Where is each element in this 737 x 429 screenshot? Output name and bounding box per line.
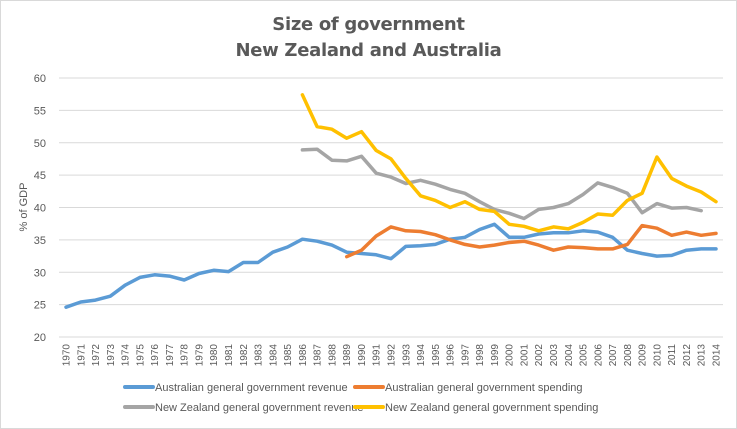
legend-label: New Zealand general government spending <box>385 402 598 414</box>
y-tick-label: 35 <box>34 235 46 247</box>
x-tick-label: 1977 <box>165 344 176 367</box>
x-tick-label: 1992 <box>387 344 398 367</box>
x-tick-label: 2003 <box>549 344 560 367</box>
x-tick-label: 2005 <box>579 344 590 367</box>
x-tick-label: 1986 <box>298 344 309 367</box>
x-tick-label: 2007 <box>608 344 619 367</box>
series-lines <box>64 93 718 309</box>
y-tick-label: 40 <box>34 203 46 215</box>
x-tick-label: 2012 <box>682 344 693 367</box>
y-tick-label: 25 <box>34 300 46 312</box>
x-tick-label: 1970 <box>62 344 73 367</box>
legend-label: Australian general government revenue <box>155 382 348 394</box>
x-tick-label: 1983 <box>254 344 265 367</box>
x-tick-label: 1994 <box>416 344 427 367</box>
series-line <box>300 147 703 221</box>
x-tick-label: 1987 <box>313 344 324 367</box>
x-tick-label: 1973 <box>106 344 117 367</box>
x-tick-label: 1991 <box>372 344 383 367</box>
chart-subtitle: New Zealand and Australia <box>235 40 502 61</box>
x-axis-ticks: 1970 1971 1972 1973 1974 1975 1976 1977 1978 1979… <box>62 344 723 367</box>
x-tick-label: 1997 <box>460 344 471 367</box>
x-tick-label: 1984 <box>268 344 279 367</box>
x-tick-label: 2014 <box>712 344 723 367</box>
x-tick-label: 1985 <box>283 344 294 367</box>
y-tick-label: 60 <box>34 73 46 85</box>
x-tick-label: 2011 <box>667 344 678 366</box>
y-tick-label: 30 <box>34 267 46 279</box>
gridlines <box>59 77 723 338</box>
x-tick-label: 2006 <box>593 344 604 367</box>
x-tick-label: 1995 <box>431 344 442 367</box>
x-tick-label: 2004 <box>564 344 575 367</box>
x-tick-label: 1971 <box>76 344 87 367</box>
x-tick-label: 1982 <box>239 344 250 367</box>
y-axis-label: % of GDP <box>18 183 30 232</box>
x-tick-label: 1976 <box>150 344 161 367</box>
series-australian-general-government-revenue <box>64 222 718 309</box>
x-tick-label: 1999 <box>490 344 501 367</box>
series-new-zealand-general-government-revenue <box>300 147 703 221</box>
x-tick-label: 2002 <box>534 344 545 367</box>
x-tick-label: 1996 <box>446 344 457 367</box>
x-tick-label: 1993 <box>401 344 412 367</box>
legend-label: New Zealand general government revenue <box>155 402 364 414</box>
legend-item: Australian general government revenue <box>123 382 348 394</box>
legend: Australian general government revenue Aus… <box>123 382 598 414</box>
x-tick-label: 2010 <box>652 344 663 367</box>
series-line <box>344 223 718 259</box>
x-tick-label: 2013 <box>697 344 708 367</box>
y-axis-ticks: 20 25 30 35 40 45 50 55 60 <box>34 73 46 344</box>
x-tick-label: 1981 <box>224 344 235 367</box>
x-tick-label: 1989 <box>342 344 353 367</box>
x-tick-label: 2009 <box>638 344 649 367</box>
legend-label: Australian general government spending <box>385 382 583 394</box>
series-line <box>64 222 718 309</box>
x-tick-label: 1980 <box>209 344 220 367</box>
series-new-zealand-general-government-spending <box>300 93 718 233</box>
x-tick-label: 1979 <box>194 344 205 367</box>
series-australian-general-government-spending <box>344 223 718 259</box>
y-tick-label: 20 <box>34 332 46 344</box>
x-tick-label: 2000 <box>505 344 516 367</box>
y-tick-label: 55 <box>34 105 46 117</box>
x-tick-label: 1978 <box>180 344 191 367</box>
x-tick-label: 1998 <box>475 344 486 367</box>
legend-item: New Zealand general government spending <box>353 402 598 414</box>
legend-item: Australian general government spending <box>353 382 583 394</box>
x-tick-label: 1974 <box>121 344 132 367</box>
x-tick-label: 2008 <box>623 344 634 367</box>
legend-item: New Zealand general government revenue <box>123 402 364 414</box>
y-tick-label: 50 <box>34 138 46 150</box>
y-tick-label: 45 <box>34 170 46 182</box>
x-tick-label: 1990 <box>357 344 368 367</box>
x-tick-label: 2001 <box>519 344 530 367</box>
x-tick-label: 1988 <box>327 344 338 367</box>
series-line <box>300 93 718 233</box>
x-tick-label: 1975 <box>135 344 146 367</box>
x-tick-label: 1972 <box>91 344 102 367</box>
chart-title: Size of government <box>272 14 465 35</box>
